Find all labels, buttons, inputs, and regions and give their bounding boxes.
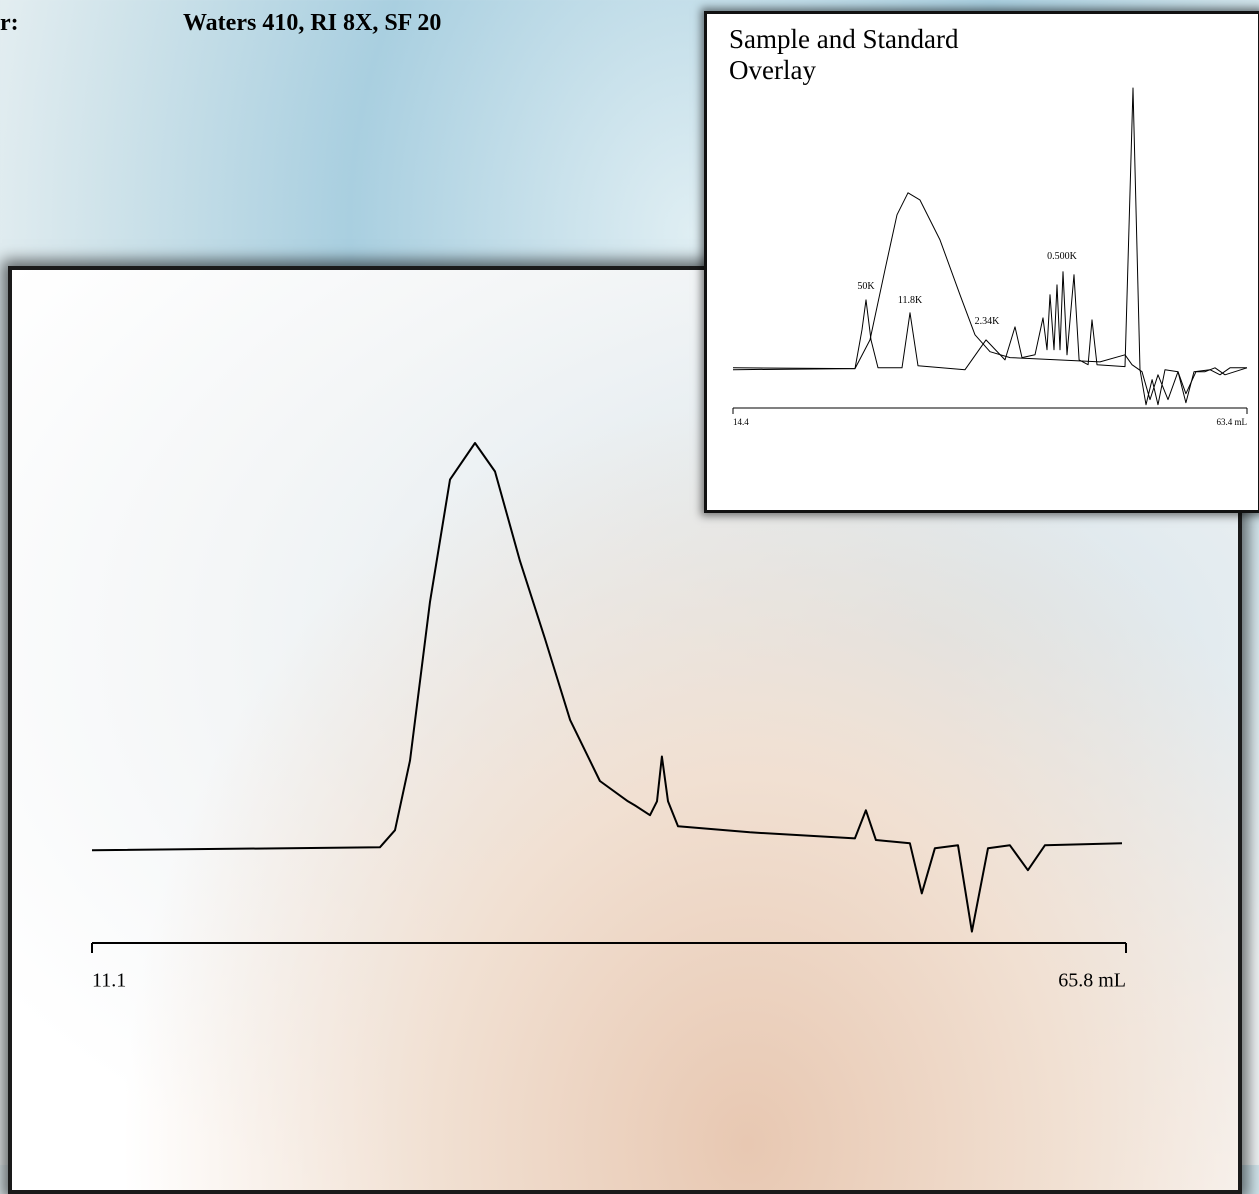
x-tick-label: 65.8 mL bbox=[1058, 970, 1126, 992]
chart-title: Sample and Standard Overlay bbox=[729, 24, 959, 85]
trace bbox=[91, 442, 1123, 933]
chart: 11.1 65.8 mL 14.4 63.4 mL 50K 11.8K 2.34K 0.500… bbox=[91, 87, 1248, 992]
x-tick-label: 11.1 bbox=[92, 970, 126, 992]
peak-label: 50K bbox=[857, 281, 875, 292]
trace bbox=[732, 192, 1248, 401]
trace bbox=[732, 87, 1247, 406]
peak-label: 2.34K bbox=[975, 316, 1001, 327]
header-label: r: bbox=[0, 10, 19, 36]
x-tick-label: 14.4 bbox=[733, 417, 749, 427]
x-tick-label: 63.4 mL bbox=[1217, 417, 1248, 427]
header-value: Waters 410, RI 8X, SF 20 bbox=[183, 10, 442, 36]
peak-label: 0.500K bbox=[1047, 251, 1078, 262]
peak-label: 11.8K bbox=[898, 295, 923, 306]
